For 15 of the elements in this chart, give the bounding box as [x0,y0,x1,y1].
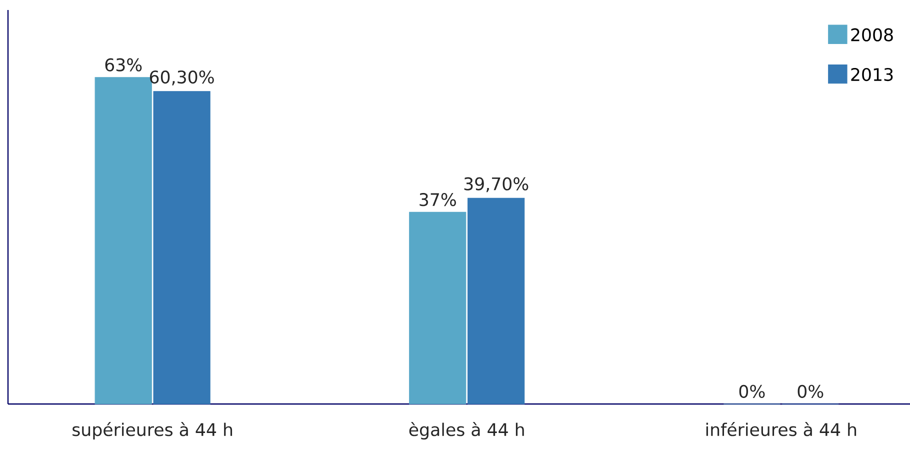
data-label: 63% [105,58,142,72]
data-label: 39,70% [464,177,528,192]
x-tick-label: supérieures à 44 h [72,422,232,440]
data-label: 37% [420,193,456,206]
bar [409,212,466,404]
legend-label: 2008 [851,28,893,42]
x-tick-label: ègales à 44 h [409,422,524,440]
bar [94,77,152,404]
bar [468,198,525,404]
legend-label: 2013 [851,68,893,82]
data-label: 60,30% [150,70,214,86]
x-tick-label: inférieures à 44 h [706,422,856,436]
data-label: 0% [798,384,824,398]
bar [153,91,210,404]
data-label: 0% [739,384,765,398]
